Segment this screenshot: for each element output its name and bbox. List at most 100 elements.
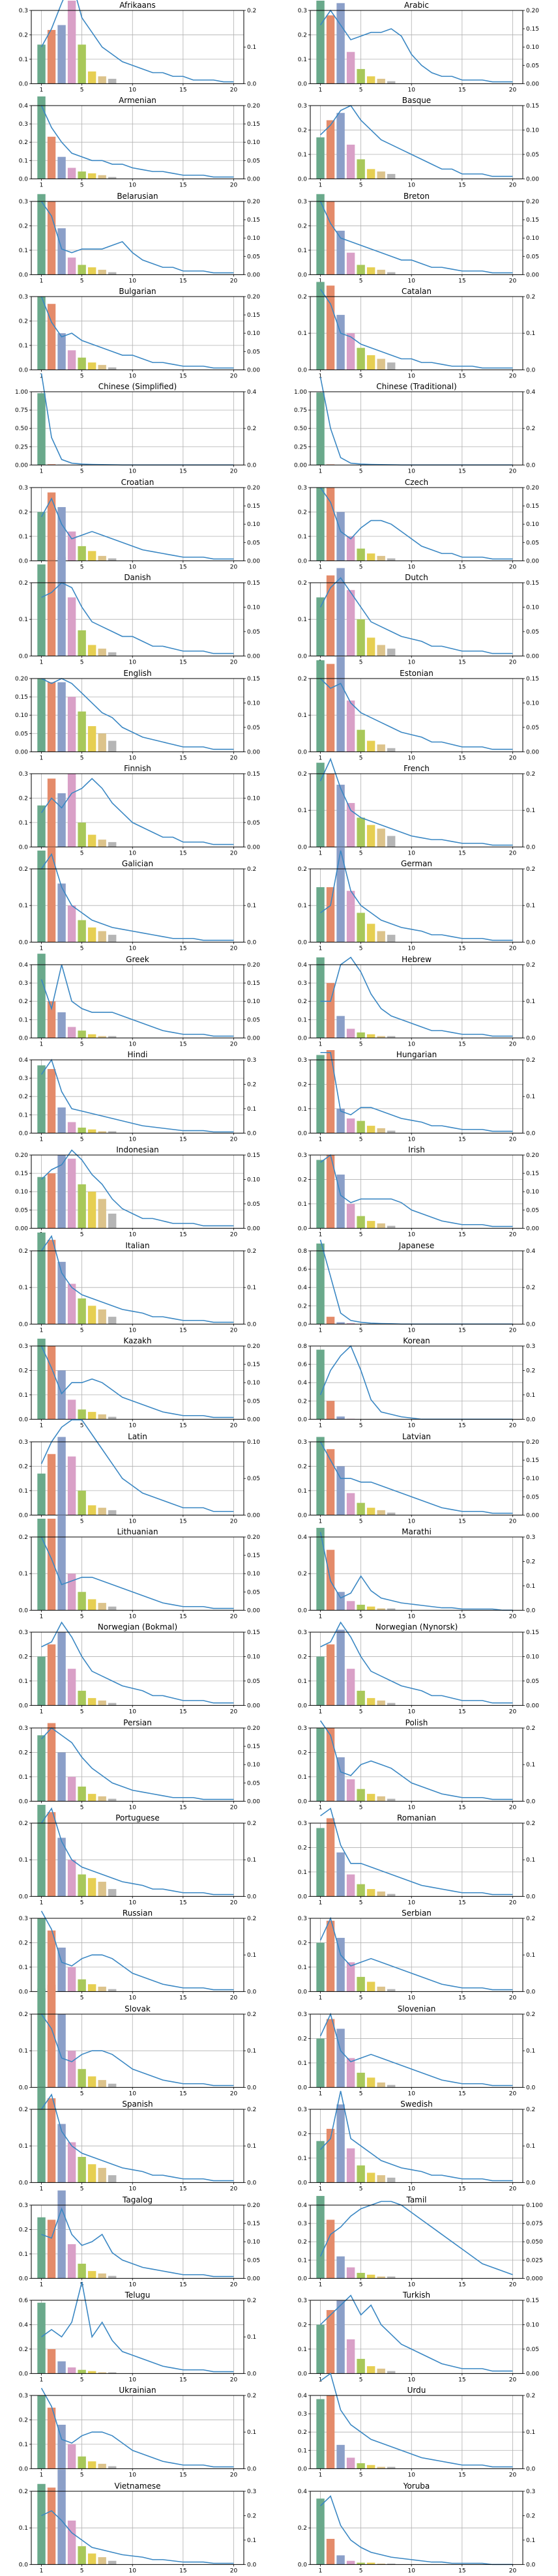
bar: [37, 1804, 46, 1897]
bar: [87, 2076, 96, 2088]
bar: [108, 740, 117, 752]
bar: [108, 652, 117, 656]
y2-tick-label: 0.10: [526, 1190, 539, 1196]
y-tick-label: 0.0: [19, 1035, 29, 1042]
plot-frame: [310, 1345, 523, 1420]
chart-panel: Ukrainian 0.0 0.1 0.2 0.3 0.0 0.1 0.2 1 5 10 15 20: [0, 2385, 279, 2480]
bar: [326, 1401, 335, 1420]
bar: [98, 2464, 106, 2469]
chart-panel: Armenian 0.0 0.1 0.2 0.3 0.4 0.00 0.05 0.10 0.15 0…: [0, 95, 279, 190]
y2-tick-label: 0.15: [247, 1744, 260, 1750]
bar: [67, 1776, 76, 1802]
y2-tick-label: 0.0: [526, 2085, 536, 2091]
y-tick-label: 0.1: [298, 903, 307, 910]
y-tick-label: 0.0: [19, 940, 29, 946]
y-tick-label: 0.0: [19, 81, 29, 87]
bar: [108, 1606, 117, 1611]
bar: [387, 2371, 396, 2374]
bar: [326, 285, 335, 370]
x-tick-label: 5: [359, 1136, 363, 1143]
series-line: [320, 1154, 513, 1227]
bar: [57, 1437, 66, 1515]
bar: [108, 272, 117, 275]
x-tick-label: 20: [230, 1327, 238, 1334]
y-tick-label: 0.0: [19, 1512, 29, 1519]
chart-title: English: [123, 669, 151, 678]
x-tick-label: 15: [458, 2281, 465, 2288]
chart-panel: Czech 0.0 0.1 0.2 0.3 0.00 0.05 0.10 0.15 0.20 1 5 1…: [279, 477, 558, 572]
bar: [108, 1214, 117, 1229]
bar: [316, 597, 325, 656]
bar: [336, 512, 345, 561]
x-tick-label: 15: [179, 1899, 186, 1906]
y-tick-label: 0.2: [19, 795, 28, 802]
bar: [387, 935, 396, 943]
y2-tick-label: 0.2: [247, 2107, 256, 2113]
x-tick-label: 5: [80, 1423, 84, 1429]
bar: [326, 773, 335, 847]
y2-tick-label: 0.1: [247, 2334, 256, 2341]
y-tick-label: 0.4: [298, 2393, 308, 2399]
bar: [326, 1727, 335, 1802]
y-tick-label: 0.1: [298, 2257, 307, 2264]
bar: [366, 2274, 375, 2278]
chart-title: Hindi: [128, 1050, 148, 1059]
bar: [326, 1645, 335, 1706]
chart-svg: Bulgarian 0.0 0.1 0.2 0.3 0.00 0.05 0.10 0.15 0.2…: [19, 287, 261, 379]
bar: [47, 1645, 56, 1706]
plot-frame: [310, 105, 523, 180]
bar: [108, 177, 117, 179]
bar: [78, 1874, 86, 1897]
x-tick-label: 15: [179, 1709, 186, 1716]
bar: [316, 1828, 325, 1897]
y-tick-label: 0.0: [298, 749, 308, 755]
x-tick-label: 5: [359, 1995, 363, 2002]
y-tick-label: 0.1: [19, 248, 28, 254]
bar: [336, 1416, 345, 1420]
x-tick-label: 1: [319, 373, 323, 379]
chart-panel: Lithuanian 0.0 0.1 0.2 0.00 0.05 0.10 0.15 0.20 1…: [0, 1515, 279, 1622]
y2-tick-label: 0.10: [526, 521, 539, 528]
x-tick-label: 15: [179, 1232, 186, 1238]
bar: [366, 2077, 375, 2088]
y2-tick-label: 0.15: [247, 1553, 260, 1559]
x-tick-label: 1: [319, 87, 323, 93]
x-tick-label: 20: [509, 1041, 517, 1047]
x-tick-label: 1: [40, 2472, 44, 2479]
y2-tick-label: 0.2: [526, 2012, 535, 2018]
bar: [326, 575, 335, 656]
chart-title: Romanian: [397, 1813, 436, 1822]
bar: [57, 1261, 66, 1325]
x-tick-label: 1: [40, 1423, 44, 1429]
y2-tick-label: 0.10: [247, 700, 260, 707]
x-tick-label: 5: [359, 946, 363, 952]
y-tick-label: 0.20: [15, 676, 28, 682]
bar: [366, 2173, 375, 2183]
y-tick-label: 0.0: [19, 2276, 29, 2282]
x-tick-label: 10: [129, 2186, 137, 2193]
x-tick-label: 20: [230, 1804, 238, 1811]
chart-svg: Indonesian 0.00 0.05 0.10 0.15 0.20 0.00 0.05 0.…: [15, 1145, 260, 1238]
y-tick-label: 0.2: [19, 2227, 28, 2233]
y-tick-label: 0.1: [298, 248, 307, 254]
bar: [366, 1126, 375, 1134]
bar: [366, 1606, 375, 1611]
x-tick-label: 1: [319, 564, 323, 570]
x-tick-label: 1: [319, 755, 323, 761]
chart-panel: Italian 0.0 0.1 0.2 0.0 0.1 0.2 1 5 10 15 20: [0, 1232, 279, 1336]
bar: [98, 1199, 106, 1229]
bar: [377, 744, 385, 752]
bar: [108, 2175, 117, 2183]
bar: [37, 1988, 46, 2088]
y-tick-label: 0.6: [298, 1266, 308, 1273]
y-tick-label: 0.1: [19, 534, 28, 540]
bar: [78, 1592, 86, 1611]
y2-tick-label: 0.15: [526, 26, 539, 33]
y2-tick-label: 0.3: [526, 1343, 535, 1350]
bar: [377, 359, 385, 370]
y-tick-label: 0.0: [298, 81, 308, 87]
